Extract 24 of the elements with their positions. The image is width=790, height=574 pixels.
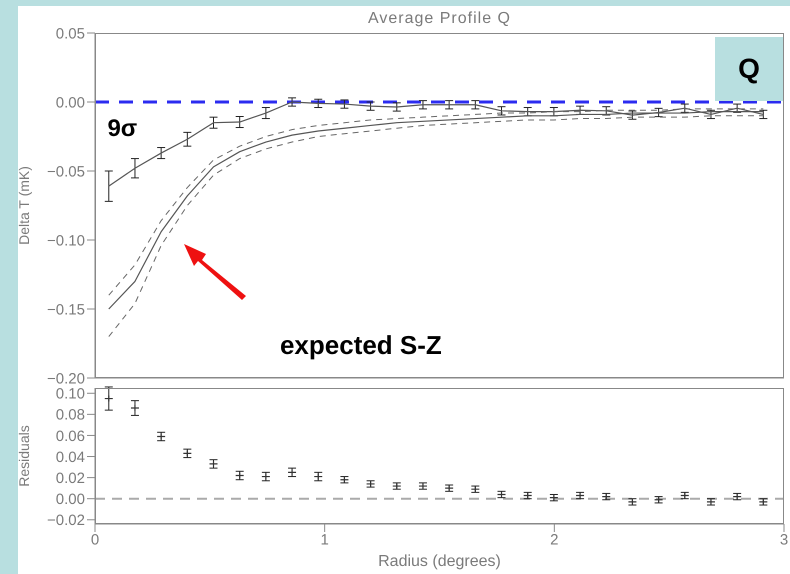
y-axis-title: Residuals — [16, 425, 32, 487]
y-tick-label: −0.20 — [47, 370, 85, 388]
annotation: Q — [715, 37, 783, 101]
x-tick-label: 3 — [780, 532, 788, 549]
y-tick-label: 0.08 — [56, 406, 85, 424]
chart-title: Average Profile Q — [367, 10, 512, 28]
y-tick-label: 0.02 — [56, 470, 85, 487]
x-tick-label: 2 — [550, 532, 559, 549]
y-tick-label: −0.15 — [47, 301, 85, 318]
y-tick-label: −0.02 — [47, 512, 85, 530]
x-tick-label: 1 — [320, 532, 329, 549]
x-tick-label: 0 — [90, 532, 100, 549]
y-tick-label: 0.06 — [56, 428, 85, 445]
y-tick-label: −0.10 — [47, 232, 85, 250]
y-tick-label: 0.04 — [56, 448, 85, 466]
y-tick-label: −0.05 — [47, 163, 85, 180]
annotation: 9σ — [107, 115, 138, 144]
annotation: expected S-Z — [280, 330, 442, 361]
y-tick-label: 0.05 — [56, 25, 85, 42]
y-tick-label: 0.10 — [56, 386, 85, 403]
x-axis-title: Radius (degrees) — [378, 553, 501, 570]
y-tick-label: 0.00 — [56, 94, 85, 112]
y-axis-title: Delta T (mK) — [16, 166, 32, 245]
y-tick-label: 0.00 — [56, 491, 85, 508]
